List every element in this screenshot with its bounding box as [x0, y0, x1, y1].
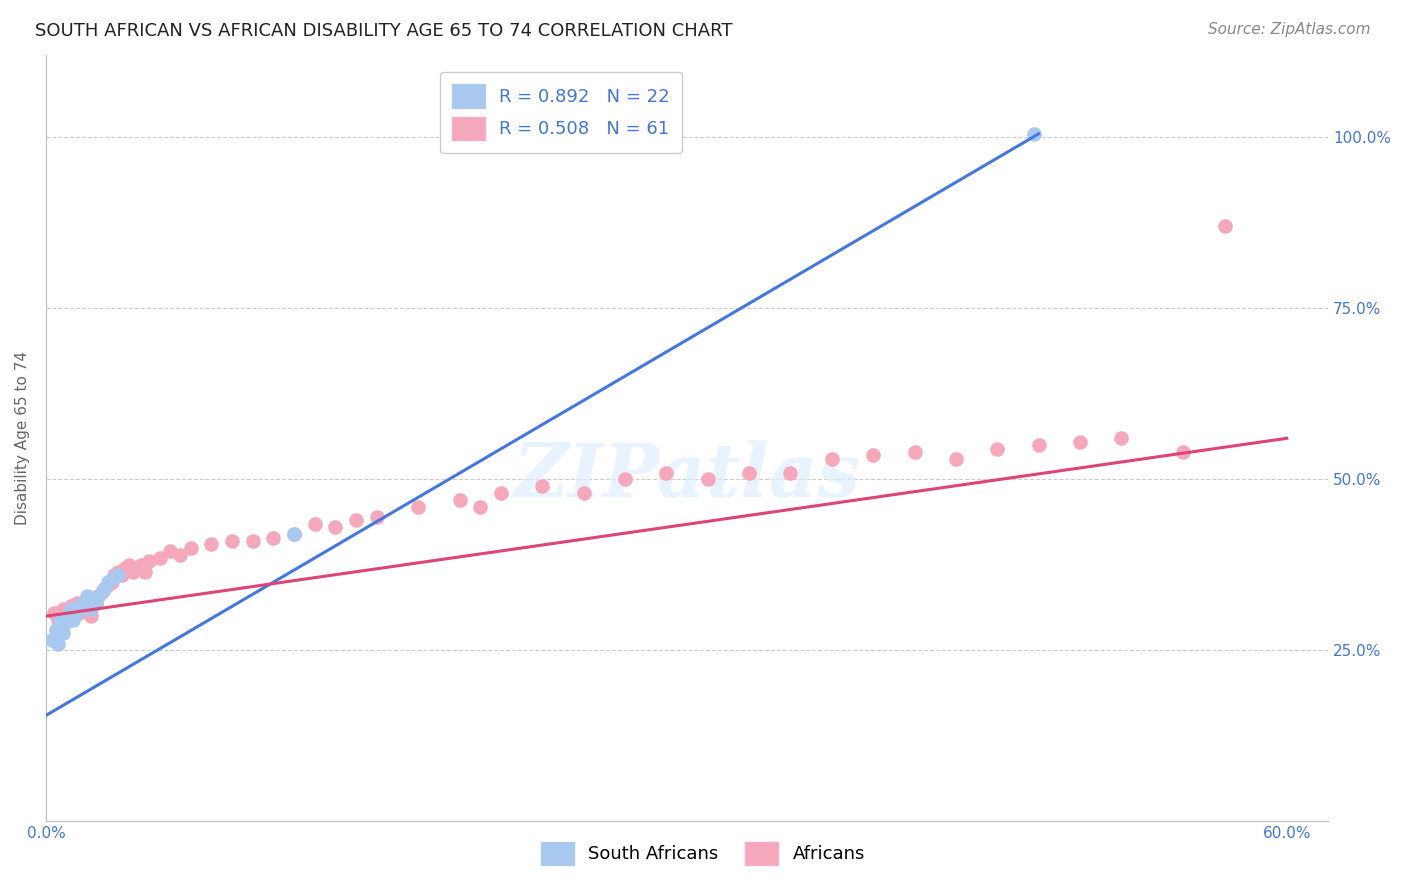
- Text: SOUTH AFRICAN VS AFRICAN DISABILITY AGE 65 TO 74 CORRELATION CHART: SOUTH AFRICAN VS AFRICAN DISABILITY AGE …: [35, 22, 733, 40]
- Point: [80, 609, 103, 624]
- Point: [283, 527, 305, 541]
- Point: [159, 544, 181, 558]
- Point: [72, 595, 94, 609]
- Point: [134, 565, 156, 579]
- Point: [696, 472, 718, 486]
- Point: [70, 599, 93, 613]
- Point: [114, 561, 136, 575]
- Point: [90, 585, 112, 599]
- Point: [67, 606, 90, 620]
- Point: [125, 561, 148, 575]
- Point: [242, 533, 264, 548]
- Point: [821, 451, 844, 466]
- Point: [72, 599, 94, 613]
- Point: [655, 466, 678, 480]
- Point: [101, 572, 124, 586]
- Point: [101, 574, 124, 589]
- Point: [614, 472, 637, 486]
- Point: [59, 599, 82, 613]
- Point: [84, 595, 107, 609]
- Point: [169, 548, 191, 562]
- Point: [470, 500, 492, 514]
- Point: [118, 558, 141, 572]
- Point: [129, 558, 152, 572]
- Point: [51, 602, 73, 616]
- Point: [779, 466, 801, 480]
- Point: [62, 613, 84, 627]
- Point: [111, 568, 134, 582]
- Point: [262, 531, 284, 545]
- Point: [366, 510, 388, 524]
- Point: [107, 565, 129, 579]
- Point: [945, 451, 967, 466]
- Point: [1111, 431, 1133, 445]
- Point: [86, 589, 108, 603]
- Point: [903, 445, 925, 459]
- Point: [48, 613, 70, 627]
- Point: [93, 582, 115, 596]
- Point: [80, 602, 103, 616]
- Point: [200, 537, 222, 551]
- Text: ZIPatlas: ZIPatlas: [513, 441, 860, 513]
- Point: [489, 486, 512, 500]
- Point: [283, 527, 305, 541]
- Point: [76, 589, 98, 603]
- Point: [51, 626, 73, 640]
- Point: [84, 595, 107, 609]
- Point: [97, 574, 120, 589]
- Point: [48, 636, 70, 650]
- Point: [449, 492, 471, 507]
- Point: [406, 500, 429, 514]
- Point: [41, 633, 63, 648]
- Point: [1028, 438, 1050, 452]
- Point: [325, 520, 347, 534]
- Legend: R = 0.892   N = 22, R = 0.508   N = 61: R = 0.892 N = 22, R = 0.508 N = 61: [440, 72, 682, 153]
- Point: [121, 565, 143, 579]
- Point: [862, 449, 884, 463]
- Point: [59, 602, 82, 616]
- Point: [986, 442, 1008, 456]
- Point: [66, 595, 89, 609]
- Point: [49, 613, 72, 627]
- Point: [97, 578, 120, 592]
- Point: [1024, 127, 1046, 141]
- Point: [149, 551, 172, 566]
- Point: [66, 606, 89, 620]
- Point: [44, 606, 66, 620]
- Point: [531, 479, 554, 493]
- Point: [93, 582, 115, 596]
- Point: [304, 516, 326, 531]
- Point: [45, 623, 67, 637]
- Point: [344, 513, 367, 527]
- Point: [55, 609, 77, 624]
- Point: [53, 615, 76, 630]
- Point: [221, 533, 243, 548]
- Point: [63, 602, 86, 616]
- Point: [1173, 445, 1195, 459]
- Y-axis label: Disability Age 65 to 74: Disability Age 65 to 74: [15, 351, 30, 525]
- Point: [1213, 219, 1236, 234]
- Point: [1069, 434, 1091, 449]
- Point: [180, 541, 202, 555]
- Point: [55, 609, 77, 624]
- Point: [86, 589, 108, 603]
- Legend: South Africans, Africans: South Africans, Africans: [530, 831, 876, 876]
- Point: [76, 602, 98, 616]
- Point: [572, 486, 595, 500]
- Text: Source: ZipAtlas.com: Source: ZipAtlas.com: [1208, 22, 1371, 37]
- Point: [738, 466, 761, 480]
- Point: [103, 568, 125, 582]
- Point: [138, 554, 160, 568]
- Point: [107, 568, 129, 582]
